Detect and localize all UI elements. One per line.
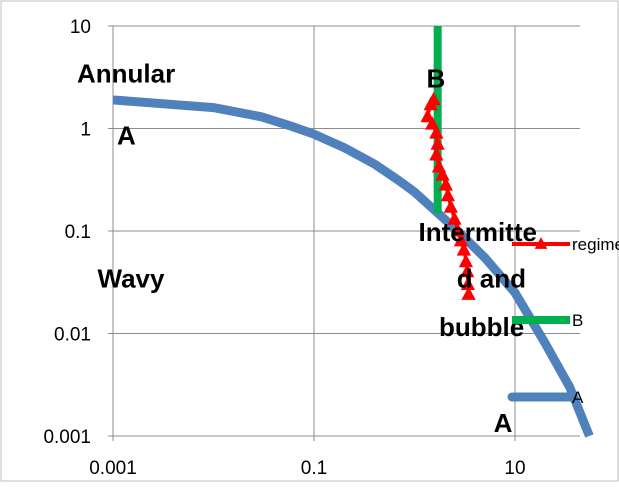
region-label: Intermitte	[418, 217, 536, 247]
regime-marker	[460, 263, 475, 278]
regime-marker	[461, 286, 476, 300]
regime-marker	[425, 116, 440, 130]
regime-marker	[443, 199, 458, 213]
regime-marker	[440, 187, 456, 202]
series-regime-markers	[420, 91, 476, 300]
legend-label: B	[572, 311, 583, 330]
legend-label: A	[572, 388, 584, 407]
legend-item-A: A	[507, 388, 584, 407]
x-tick-label: 0.001	[89, 458, 137, 479]
region-label: B	[426, 64, 445, 94]
regime-marker	[429, 147, 444, 161]
y-tick-label: 1	[80, 120, 91, 141]
y-tick-label: 10	[70, 17, 91, 38]
legend-marker	[534, 237, 548, 249]
region-label: bubble	[439, 312, 524, 342]
region-label: Wavy	[98, 264, 165, 294]
region-label: A	[494, 408, 513, 438]
regime-marker	[447, 211, 462, 225]
regime-marker	[420, 108, 435, 123]
region-annotations: Annular B A Intermitte d and bubble Wavy A	[77, 59, 537, 438]
y-tick-label: 0.1	[65, 222, 91, 243]
region-label: d and	[457, 264, 526, 294]
legend-label: regime	[572, 235, 619, 254]
region-label: A	[117, 120, 136, 150]
regime-marker	[456, 242, 472, 256]
legend-item-B: B	[512, 311, 583, 330]
y-tick-labels: 10 1 0.1 0.01 0.001	[43, 17, 91, 448]
legend-item-regime: regime	[512, 235, 619, 254]
regime-marker	[429, 125, 444, 139]
regime-marker	[423, 96, 438, 111]
y-tick-label: 0.01	[54, 325, 91, 346]
x-tick-label: 0.1	[301, 458, 327, 479]
axes	[108, 25, 580, 441]
regime-marker	[430, 136, 445, 150]
regime-marker	[435, 167, 450, 181]
legend: regime B A	[507, 235, 619, 407]
x-tick-label: 10	[504, 458, 525, 479]
regime-marker	[438, 177, 453, 191]
region-label: Annular	[77, 59, 175, 89]
y-tick-label: 0.001	[43, 427, 91, 448]
